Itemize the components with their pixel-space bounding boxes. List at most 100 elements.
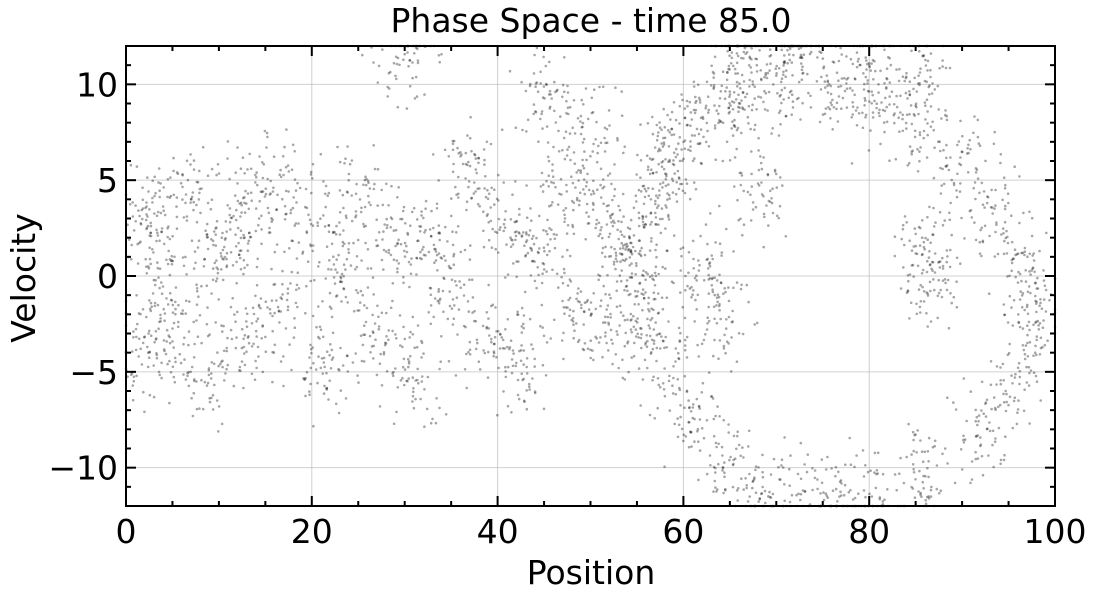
scatter-point <box>1032 259 1036 262</box>
scatter-point <box>257 223 260 227</box>
scatter-point <box>607 321 610 325</box>
scatter-point <box>264 300 268 304</box>
scatter-point <box>888 159 891 162</box>
scatter-point <box>973 115 976 118</box>
scatter-point <box>166 227 169 230</box>
scatter-point <box>693 157 696 160</box>
scatter-point <box>342 229 345 232</box>
scatter-point <box>835 101 839 105</box>
scatter-point <box>171 303 175 307</box>
scatter-point <box>639 123 642 126</box>
scatter-point <box>352 309 356 313</box>
scatter-point <box>641 288 645 291</box>
scatter-point <box>761 453 764 457</box>
scatter-point <box>395 337 398 340</box>
scatter-point <box>922 245 926 249</box>
scatter-point <box>328 259 331 262</box>
scatter-point <box>689 111 693 114</box>
scatter-point <box>711 70 715 74</box>
scatter-point <box>936 294 940 298</box>
scatter-point <box>604 245 607 249</box>
scatter-point <box>887 55 890 59</box>
scatter-point <box>995 223 998 226</box>
scatter-point <box>572 309 575 313</box>
scatter-point <box>504 375 508 379</box>
scatter-point <box>345 257 349 261</box>
scatter-point <box>542 246 546 249</box>
scatter-point <box>216 351 219 354</box>
scatter-point <box>653 284 657 287</box>
scatter-point <box>1034 302 1038 305</box>
scatter-point <box>824 468 828 471</box>
scatter-point <box>210 292 213 295</box>
scatter-point <box>225 349 229 353</box>
scatter-point <box>245 325 249 329</box>
scatter-point <box>397 186 401 189</box>
scatter-point <box>734 98 738 101</box>
scatter-point <box>851 101 854 104</box>
scatter-point <box>831 489 835 493</box>
scatter-point <box>139 240 142 243</box>
scatter-point <box>722 344 726 348</box>
scatter-point <box>1035 335 1039 338</box>
scatter-point <box>146 176 149 179</box>
scatter-point <box>564 306 568 309</box>
scatter-point <box>697 132 701 136</box>
scatter-point <box>783 60 786 63</box>
scatter-point <box>761 485 764 489</box>
scatter-point <box>912 438 915 442</box>
scatter-point <box>1020 279 1023 283</box>
scatter-point <box>672 281 675 285</box>
scatter-point <box>668 374 671 378</box>
scatter-point <box>647 324 651 327</box>
scatter-point <box>620 241 623 245</box>
scatter-point <box>417 381 420 385</box>
scatter-point <box>378 405 382 408</box>
scatter-point <box>837 85 840 89</box>
scatter-point <box>547 93 551 96</box>
scatter-point <box>215 259 218 262</box>
scatter-point <box>143 335 146 339</box>
scatter-point <box>780 101 783 105</box>
scatter-point <box>519 359 523 363</box>
scatter-point <box>910 264 914 267</box>
scatter-point <box>657 332 660 336</box>
scatter-point <box>525 372 529 375</box>
scatter-point <box>364 224 368 228</box>
scatter-point <box>905 71 908 75</box>
scatter-point <box>771 127 774 130</box>
scatter-point <box>928 280 932 284</box>
scatter-point <box>981 240 985 244</box>
scatter-point <box>535 46 539 50</box>
scatter-point <box>952 401 955 404</box>
scatter-point <box>380 384 384 387</box>
scatter-point <box>242 272 245 276</box>
scatter-point <box>602 321 605 324</box>
scatter-point <box>750 47 753 50</box>
scatter-point <box>928 205 931 209</box>
scatter-point <box>309 279 313 283</box>
scatter-point <box>512 352 515 355</box>
scatter-point <box>453 304 456 307</box>
scatter-point <box>788 500 792 504</box>
scatter-point <box>750 172 753 176</box>
scatter-point <box>139 223 143 226</box>
scatter-point <box>683 316 687 320</box>
scatter-point <box>945 156 948 160</box>
scatter-point <box>933 444 936 448</box>
scatter-point <box>583 310 586 314</box>
scatter-point <box>728 458 731 462</box>
scatter-point <box>175 205 178 208</box>
scatter-point <box>665 249 669 252</box>
scatter-point <box>159 182 162 185</box>
scatter-point <box>919 146 922 149</box>
scatter-point <box>168 359 171 363</box>
scatter-point <box>797 492 800 496</box>
scatter-point <box>322 214 325 217</box>
scatter-point <box>1025 305 1029 309</box>
scatter-point <box>624 331 627 335</box>
scatter-point <box>930 267 933 271</box>
scatter-point <box>910 153 913 156</box>
scatter-point <box>193 250 197 253</box>
scatter-point <box>1005 392 1008 396</box>
